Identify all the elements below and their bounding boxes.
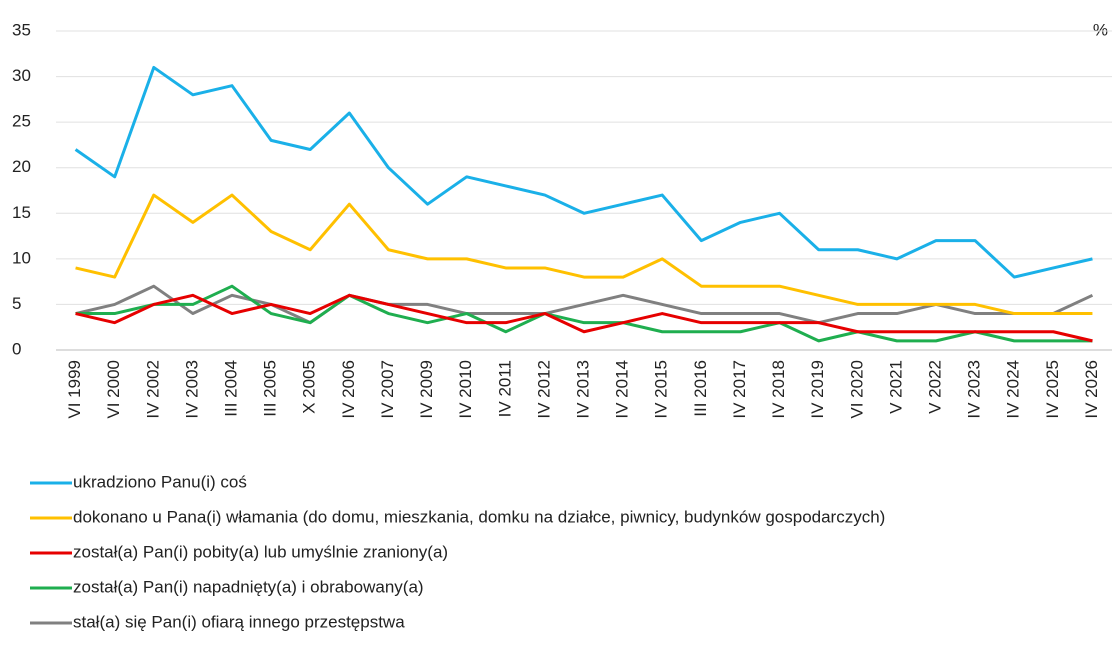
x-tick-label: IV 2002	[143, 360, 162, 419]
y-tick-label: 20	[12, 157, 31, 176]
x-tick-label: IV 2006	[339, 360, 358, 419]
y-tick-label: 35	[12, 20, 31, 39]
x-tick-label: VI 2020	[847, 360, 866, 419]
x-tick-label: IV 2010	[456, 360, 475, 419]
x-tick-label: IV 2018	[769, 360, 788, 419]
x-tick-label: V 2021	[886, 360, 905, 414]
x-tick-label: IV 2026	[1082, 360, 1101, 419]
legend-label: został(a) Pan(i) napadnięty(a) i obrabow…	[73, 577, 424, 596]
x-tick-label: III 2004	[221, 360, 240, 417]
unit-label: %	[1093, 20, 1108, 39]
x-tick-label: IV 2019	[808, 360, 827, 419]
x-tick-label: IV 2015	[652, 360, 671, 419]
x-tick-label: IV 2012	[534, 360, 553, 419]
x-tick-label: III 2016	[691, 360, 710, 417]
x-tick-label: IV 2024	[1004, 360, 1023, 419]
legend-label: ukradziono Panu(i) coś	[73, 472, 247, 491]
x-tick-label: VI 1999	[65, 360, 84, 419]
x-tick-label: X 2005	[300, 360, 319, 414]
legend-label: stał(a) się Pan(i) ofiarą innego przestę…	[73, 612, 405, 631]
x-tick-label: IV 2011	[495, 360, 514, 417]
x-tick-label: IV 2014	[613, 360, 632, 419]
x-tick-label: IV 2023	[965, 360, 984, 419]
x-tick-label: V 2022	[925, 360, 944, 414]
series-line	[75, 284, 1094, 325]
y-tick-label: 25	[12, 112, 31, 131]
series-line	[74, 65, 1093, 279]
x-tick-label: IV 2007	[378, 360, 397, 419]
series-line	[75, 293, 1093, 343]
y-tick-label: 15	[12, 203, 31, 222]
x-tick-label: IV 2009	[417, 360, 436, 419]
x-tick-label: VI 2000	[104, 360, 123, 419]
x-tick-label: III 2005	[261, 360, 280, 417]
legend-label: został(a) Pan(i) pobity(a) lub umyślnie …	[73, 542, 448, 561]
y-tick-label: 10	[12, 248, 31, 267]
series-line	[75, 193, 1093, 316]
legend-label: dokonano u Pana(i) włamania (do domu, mi…	[73, 507, 885, 526]
x-tick-label: IV 2017	[730, 360, 749, 419]
series-line	[75, 284, 1093, 343]
x-tick-label: IV 2013	[573, 360, 592, 419]
y-tick-label: 5	[12, 294, 21, 313]
x-tick-label: IV 2025	[1043, 360, 1062, 419]
y-tick-label: 0	[12, 339, 21, 358]
x-tick-label: IV 2003	[182, 360, 201, 419]
y-tick-label: 30	[12, 66, 31, 85]
